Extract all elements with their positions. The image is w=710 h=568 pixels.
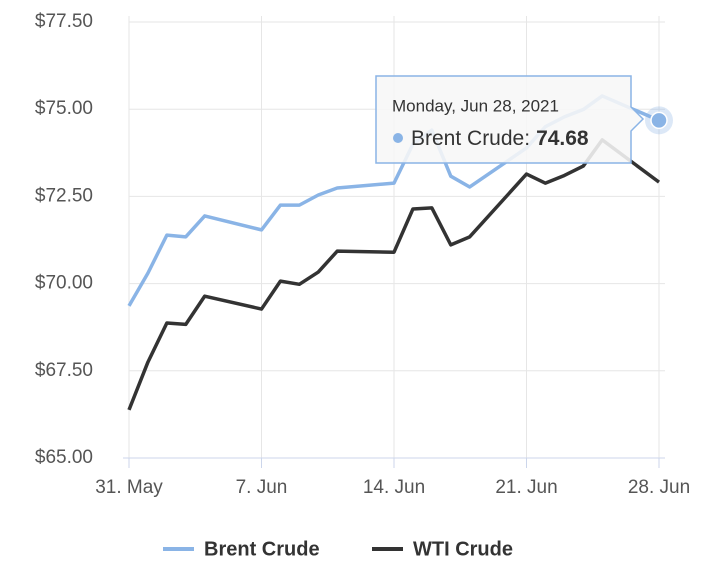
y-tick-label: $72.50 [35, 185, 93, 206]
y-tick-label: $67.50 [35, 360, 93, 381]
legend-label: WTI Crude [413, 538, 513, 560]
y-tick-label: $70.00 [35, 273, 93, 294]
tooltip-label: Brent Crude: [411, 127, 530, 150]
x-tick-label: 14. Jun [363, 477, 425, 498]
x-tick-label: 7. Jun [236, 477, 288, 498]
tooltip: Monday, Jun 28, 2021 Brent Crude: 74.68 [375, 75, 645, 164]
tooltip-value: 74.68 [536, 127, 589, 150]
tooltip-box [375, 75, 645, 164]
legend-label: Brent Crude [204, 538, 320, 560]
hover-marker [650, 111, 668, 130]
x-tick-label: 28. Jun [628, 477, 690, 498]
y-tick-label: $77.50 [35, 11, 93, 32]
tooltip-title: Monday, Jun 28, 2021 [392, 96, 559, 115]
tooltip-text: Brent Crude: 74.68 [411, 127, 589, 150]
y-tick-label: $65.00 [35, 447, 93, 468]
x-tick-label: 21. Jun [495, 477, 557, 498]
x-tick-label: 31. May [95, 477, 163, 498]
legend: Brent Crude WTI Crude [163, 538, 513, 560]
tooltip-dot [393, 133, 403, 143]
series-line [127, 138, 661, 411]
y-tick-label: $75.00 [35, 98, 93, 119]
